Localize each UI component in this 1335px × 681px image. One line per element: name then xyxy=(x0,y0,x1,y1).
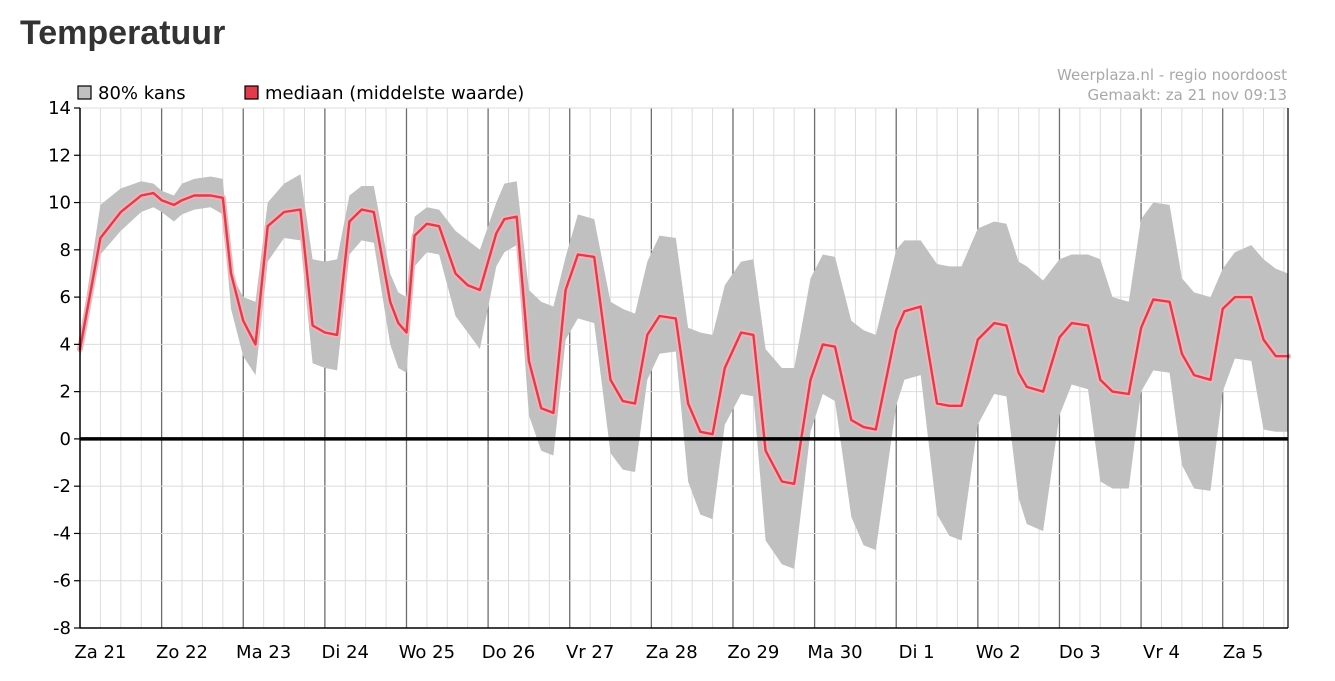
y-tick-label: -2 xyxy=(53,476,71,497)
y-tick-label: 0 xyxy=(60,429,71,450)
y-tick-label: 6 xyxy=(60,287,71,308)
median-layer xyxy=(77,190,1291,487)
legend-label-median: mediaan (middelste waarde) xyxy=(265,83,524,104)
x-tick-label: Di 24 xyxy=(322,642,370,663)
y-tick-label: 2 xyxy=(60,382,71,403)
y-tick-label: 14 xyxy=(48,98,71,119)
y-tick-label: -8 xyxy=(53,618,71,639)
x-tick-label: Wo 25 xyxy=(399,642,455,663)
x-tick-label: Vr 4 xyxy=(1143,642,1180,663)
y-tick-label: 12 xyxy=(48,145,71,166)
x-tick-label: Ma 30 xyxy=(807,642,862,663)
x-tick-label: Za 21 xyxy=(74,642,126,663)
x-tick-label: Do 26 xyxy=(482,642,536,663)
x-tick-label: Wo 2 xyxy=(976,642,1021,663)
y-tick-label: -6 xyxy=(53,571,71,592)
chart-legend: 80% kans mediaan (middelste waarde) xyxy=(77,83,524,104)
x-tick-label: Ma 23 xyxy=(236,642,291,663)
x-tick-label: Vr 27 xyxy=(566,642,614,663)
legend-swatch-band xyxy=(77,85,92,100)
x-tick-label: Di 1 xyxy=(899,642,935,663)
y-tick-label: 8 xyxy=(60,240,71,261)
y-tick-label: 4 xyxy=(60,334,71,355)
median-line xyxy=(78,191,1290,485)
y-tick-label: 10 xyxy=(48,193,71,214)
y-tick-labels: 14 12 10 8 6 4 2 0 -2 -4 -6 -8 xyxy=(48,98,71,639)
chart-axes xyxy=(74,107,1289,629)
x-tick-label: Zo 22 xyxy=(156,642,208,663)
made-timestamp: Gemaakt: za 21 nov 09:13 xyxy=(1088,86,1287,104)
legend-label-band: 80% kans xyxy=(98,83,186,104)
x-tick-labels: Za 21 Zo 22 Ma 23 Di 24 Wo 25 Do 26 Vr 27 Za 28… xyxy=(74,642,1263,663)
x-tick-label: Zo 29 xyxy=(727,642,779,663)
legend-swatch-median xyxy=(244,85,259,100)
y-tick-label: -4 xyxy=(53,523,71,544)
x-tick-label: Za 5 xyxy=(1223,642,1264,663)
page-title: Temperatuur xyxy=(20,14,226,52)
source-credit: Weerplaza.nl - regio noordoost xyxy=(1057,66,1287,84)
x-tick-label: Za 28 xyxy=(646,642,698,663)
x-tick-label: Do 3 xyxy=(1059,642,1101,663)
